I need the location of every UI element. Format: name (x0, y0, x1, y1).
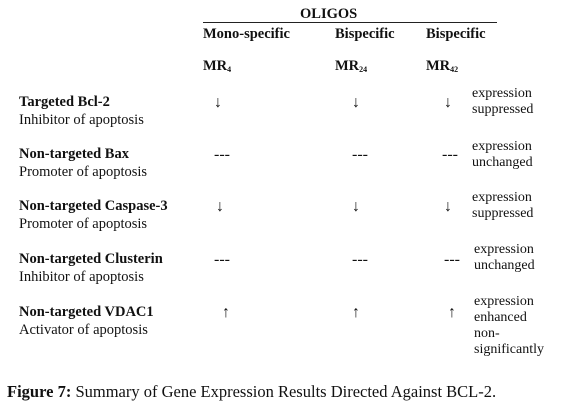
figure-caption-text: Summary of Gene Expression Results Direc… (71, 382, 497, 401)
row-5-target: Non-targeted VDAC1 (19, 304, 154, 320)
row-2-col1-symbol: --- (214, 146, 230, 163)
row-5-col2-symbol: ↑ (352, 304, 360, 321)
col-code-3: MR42 (426, 58, 459, 74)
row-1-col3-symbol: ↓ (444, 94, 452, 111)
oligos-underline (203, 22, 497, 23)
col-code-1: MR4 (203, 58, 232, 74)
row-1-target: Targeted Bcl-2 (19, 94, 110, 110)
row-3-col1-symbol: ↓ (216, 198, 224, 215)
row-3-role: Promoter of apoptosis (19, 216, 148, 232)
row-2-result: expression unchanged (472, 139, 533, 170)
figure-caption: Figure 7: Summary of Gene Expression Res… (7, 382, 496, 402)
row-2-target: Non-targeted Bax (19, 146, 129, 162)
col-header-2: Bispecific (335, 26, 395, 42)
row-3-result: expression suppressed (472, 190, 534, 221)
row-5-col3-symbol: ↑ (448, 304, 456, 321)
row-1-col1-symbol: ↓ (214, 94, 222, 111)
row-1-role: Inhibitor of apoptosis (19, 112, 144, 128)
row-2-role: Promoter of apoptosis (19, 164, 148, 180)
row-4-result: expression unchanged (474, 242, 535, 273)
row-4-col3-symbol: --- (444, 251, 460, 268)
row-5-result: expression enhanced non-significantly (474, 294, 544, 357)
row-5-col1-symbol: ↑ (222, 304, 230, 321)
row-4-col2-symbol: --- (352, 251, 368, 268)
row-1-col2-symbol: ↓ (352, 94, 360, 111)
row-3-target: Non-targeted Caspase-3 (19, 198, 168, 214)
row-4-role: Inhibitor of apoptosis (19, 269, 144, 285)
col-header-1: Mono-specific (203, 26, 290, 42)
col-header-3: Bispecific (426, 26, 486, 42)
row-2-col3-symbol: --- (442, 146, 458, 163)
figure-caption-label: Figure 7: (7, 382, 72, 401)
row-1-result: expression suppressed (472, 86, 534, 117)
row-2-col2-symbol: --- (352, 146, 368, 163)
oligos-header: OLIGOS (300, 6, 358, 22)
col-code-2: MR24 (335, 58, 368, 74)
row-3-col3-symbol: ↓ (444, 198, 452, 215)
row-4-target: Non-targeted Clusterin (19, 251, 163, 267)
row-3-col2-symbol: ↓ (352, 198, 360, 215)
row-5-role: Activator of apoptosis (19, 322, 148, 338)
row-4-col1-symbol: --- (214, 251, 230, 268)
